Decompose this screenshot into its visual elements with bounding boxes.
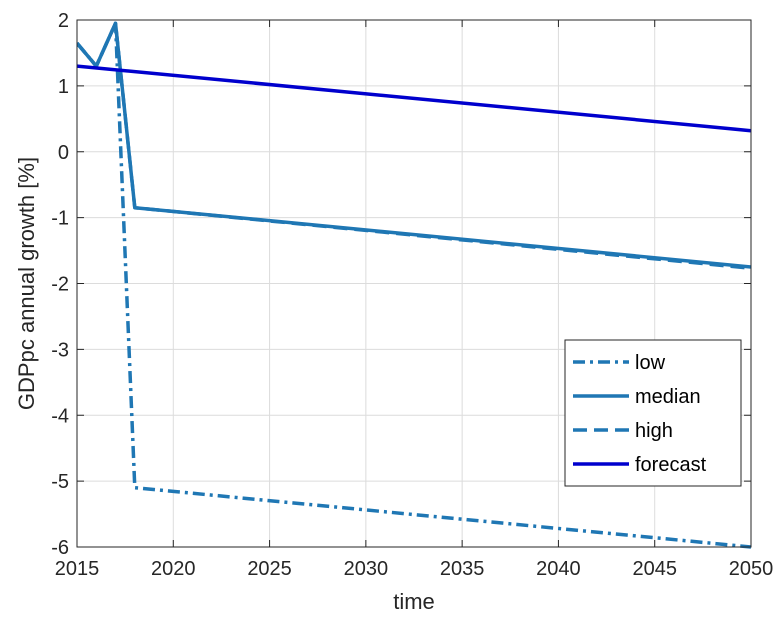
x-tick-label: 2015 (55, 558, 100, 580)
y-tick-label: -6 (51, 537, 69, 559)
series-line-median (77, 21, 751, 269)
y-tick-label: -3 (51, 339, 69, 361)
y-tick-label: -4 (51, 405, 69, 427)
legend: low median high forecast (564, 339, 742, 487)
y-tick-label: 2 (58, 10, 69, 32)
x-tick-label: 2035 (440, 558, 485, 580)
y-axis-label: GDPpc annual growth [%] (14, 157, 39, 410)
legend-box (564, 339, 742, 487)
x-axis-label: time (393, 589, 435, 614)
x-tick-label: 2050 (729, 558, 774, 580)
x-tick-label: 2020 (151, 558, 196, 580)
y-tick-label: -1 (51, 208, 69, 230)
y-tick-label: 1 (58, 76, 69, 98)
y-tick-label: 0 (58, 142, 69, 164)
legend-label-median: median (635, 386, 701, 408)
series-line-forecast (77, 64, 751, 133)
x-tick-label: 2045 (632, 558, 677, 580)
series-line-high (77, 21, 751, 271)
legend-label-high: high (635, 420, 673, 442)
x-tick-label: 2040 (536, 558, 581, 580)
series-group (77, 21, 751, 549)
y-tick-label: -2 (51, 274, 69, 296)
x-tick-label: 2025 (247, 558, 292, 580)
legend-label-forecast: forecast (635, 454, 707, 476)
y-tick-label: -5 (51, 471, 69, 493)
legend-label-low: low (635, 352, 666, 374)
ticks: 2015 2020 2025 2030 2035 2040 2045 2050 -6 -5 -4 -3… (51, 10, 773, 580)
x-tick-label: 2030 (344, 558, 389, 580)
